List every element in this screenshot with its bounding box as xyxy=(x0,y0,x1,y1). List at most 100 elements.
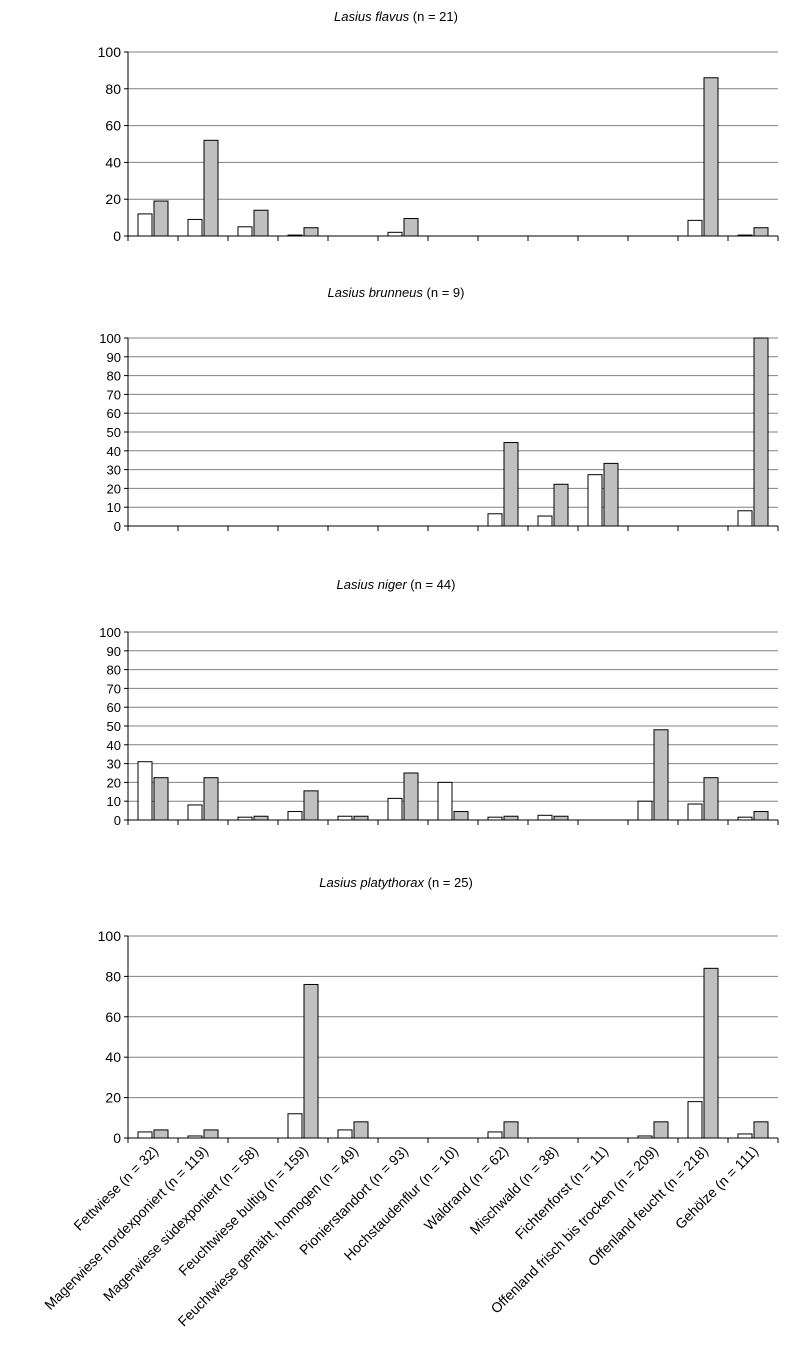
y-tick-label: 60 xyxy=(105,118,121,134)
bar-series-a xyxy=(288,235,302,236)
bar-series-a xyxy=(238,227,252,236)
bar-series-b xyxy=(304,791,318,820)
bar-series-a xyxy=(188,219,202,236)
bar-series-a xyxy=(538,815,552,820)
bar-series-b xyxy=(454,812,468,820)
y-tick-label: 60 xyxy=(105,1009,121,1025)
y-tick-label: 40 xyxy=(107,444,121,459)
x-category-label: Feuchtwiese gemäht, homogen (n = 49) xyxy=(175,1143,362,1330)
bar-series-b xyxy=(154,201,168,236)
bar-series-a xyxy=(488,514,502,526)
bar-series-a xyxy=(538,516,552,526)
bar-series-b xyxy=(704,778,718,820)
chart-title-species: Lasius platythorax xyxy=(319,875,424,890)
bar-series-b xyxy=(554,484,568,526)
bar-series-a xyxy=(738,511,752,526)
y-tick-label: 80 xyxy=(107,663,121,678)
bar-series-b xyxy=(304,228,318,236)
y-tick-label: 0 xyxy=(114,813,121,828)
chart-title: Lasius brunneus (n = 9) xyxy=(328,285,465,300)
bar-series-a xyxy=(688,804,702,820)
bar-series-b xyxy=(204,1130,218,1138)
chart-title-species: Lasius niger xyxy=(337,577,408,592)
bar-series-a xyxy=(288,812,302,820)
bar-series-b xyxy=(504,816,518,820)
bar-series-a xyxy=(638,801,652,820)
bar-series-a xyxy=(138,214,152,236)
y-tick-label: 0 xyxy=(114,519,121,534)
chart-title: Lasius flavus (n = 21) xyxy=(334,9,458,24)
bar-series-b xyxy=(754,1122,768,1138)
y-tick-label: 80 xyxy=(105,81,121,97)
bar-series-b xyxy=(254,816,268,820)
y-tick-label: 60 xyxy=(107,406,121,421)
y-tick-label: 80 xyxy=(105,968,121,984)
chart-title-count: (n = 44) xyxy=(407,577,456,592)
bar-series-a xyxy=(738,817,752,820)
y-tick-label: 60 xyxy=(107,700,121,715)
bar-series-b xyxy=(354,1122,368,1138)
bar-series-b xyxy=(404,773,418,820)
chart-title: Lasius niger (n = 44) xyxy=(337,577,456,592)
bar-series-b xyxy=(654,1122,668,1138)
bar-series-b xyxy=(354,816,368,820)
y-tick-label: 10 xyxy=(107,794,121,809)
y-tick-label: 50 xyxy=(107,719,121,734)
y-tick-label: 0 xyxy=(113,228,121,244)
bar-series-b xyxy=(254,210,268,236)
y-tick-label: 10 xyxy=(107,500,121,515)
bar-series-b xyxy=(554,816,568,820)
bar-series-a xyxy=(488,817,502,820)
y-tick-label: 0 xyxy=(113,1130,121,1146)
bar-series-a xyxy=(388,232,402,236)
bar-series-b xyxy=(204,778,218,820)
bar-series-b xyxy=(154,1130,168,1138)
y-tick-label: 20 xyxy=(107,481,121,496)
y-tick-label: 50 xyxy=(107,425,121,440)
bar-series-b xyxy=(704,78,718,236)
bar-series-a xyxy=(138,762,152,820)
x-category-label: Fettwiese (n = 32) xyxy=(70,1143,161,1234)
x-category-label: Fichtenforst (n = 11) xyxy=(512,1143,611,1242)
chart-1: Lasius flavus (n = 21) 0 20 40 60 80 100 xyxy=(98,9,778,244)
bar-series-b xyxy=(504,1122,518,1138)
y-tick-label: 70 xyxy=(107,387,121,402)
bar-series-b xyxy=(704,968,718,1138)
bar-series-a xyxy=(738,235,752,236)
bar-series-a xyxy=(688,1102,702,1138)
y-tick-label: 70 xyxy=(107,681,121,696)
y-tick-label: 40 xyxy=(105,1049,121,1065)
bar-series-a xyxy=(438,782,452,820)
x-category-label: Waldrand (n = 62) xyxy=(421,1143,511,1233)
chart-title-species: Lasius brunneus xyxy=(328,285,424,300)
bar-series-a xyxy=(588,475,602,526)
y-tick-label: 20 xyxy=(105,191,121,207)
bar-series-b xyxy=(504,443,518,526)
y-tick-label: 30 xyxy=(107,757,121,772)
bar-series-a xyxy=(338,1130,352,1138)
bar-series-b xyxy=(654,730,668,820)
y-tick-label: 90 xyxy=(107,644,121,659)
y-tick-label: 40 xyxy=(107,738,121,753)
chart-3: Lasius niger (n = 44) 0 10 20 30 40 50 60 70 80 90… xyxy=(99,577,778,828)
bar-series-b xyxy=(404,219,418,236)
y-tick-label: 100 xyxy=(99,331,121,346)
y-tick-label: 20 xyxy=(107,775,121,790)
bar-series-b xyxy=(754,338,768,526)
bar-series-b xyxy=(754,812,768,820)
chart-title-species: Lasius flavus xyxy=(334,9,410,24)
y-tick-label: 20 xyxy=(105,1090,121,1106)
x-category-label: Mischwald (n = 38) xyxy=(466,1143,561,1238)
bar-series-a xyxy=(638,1136,652,1138)
y-tick-label: 100 xyxy=(99,625,121,640)
bar-series-b xyxy=(754,228,768,236)
y-tick-label: 30 xyxy=(107,463,121,478)
bar-series-a xyxy=(188,1136,202,1138)
chart-title-count: (n = 25) xyxy=(424,875,473,890)
bar-series-a xyxy=(688,220,702,236)
bar-series-b xyxy=(604,463,618,526)
bar-series-b xyxy=(304,984,318,1138)
bar-series-b xyxy=(204,140,218,236)
bar-series-b xyxy=(154,778,168,820)
